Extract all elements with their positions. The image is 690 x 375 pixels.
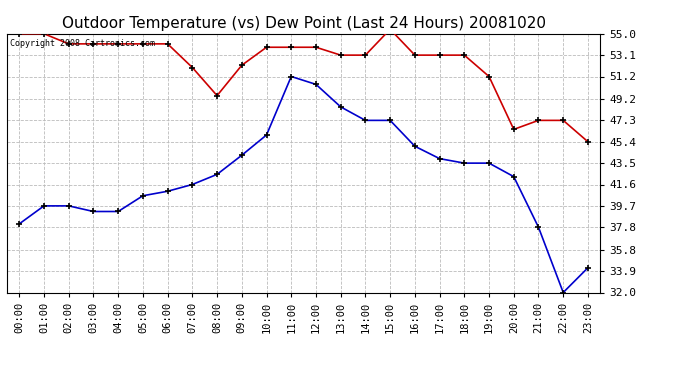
Title: Outdoor Temperature (vs) Dew Point (Last 24 Hours) 20081020: Outdoor Temperature (vs) Dew Point (Last… [61,16,546,31]
Text: Copyright 2008 Cartronics.com: Copyright 2008 Cartronics.com [10,39,155,48]
